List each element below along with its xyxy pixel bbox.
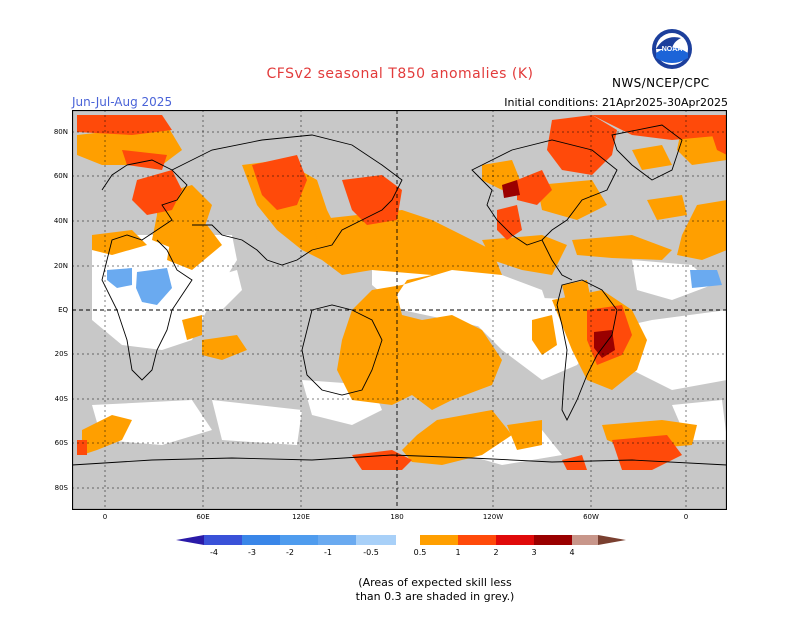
skill-note: (Areas of expected skill less than 0.3 a…	[0, 576, 800, 604]
map-frame	[72, 110, 727, 510]
colorbar-tick: 2	[493, 548, 499, 557]
skill-note-line2: than 0.3 are shaded in grey.)	[355, 590, 515, 603]
colorbar-tick: 1	[455, 548, 461, 557]
lat-label-eq: EQ	[58, 306, 68, 314]
lat-label-40n: 40N	[53, 217, 68, 225]
coastlines	[72, 124, 727, 466]
lat-label-80n: 80N	[53, 128, 68, 136]
lon-label-60e: 60E	[196, 513, 210, 521]
colorbar-bin	[572, 535, 598, 545]
season-label: Jun-Jul-Aug 2025	[72, 95, 173, 109]
colorbar	[176, 535, 626, 545]
colorbar-tick: -0.5	[363, 548, 379, 557]
warm-anomaly-regions	[77, 120, 727, 465]
colorbar-bin	[356, 535, 396, 545]
skill-note-line1: (Areas of expected skill less	[358, 576, 512, 589]
colorbar-tick: -2	[286, 548, 294, 557]
lat-label-80s: 80S	[54, 484, 68, 492]
lat-label-20n: 20N	[53, 262, 68, 270]
lon-label-0: 0	[102, 513, 108, 521]
colorbar-tick: 3	[531, 548, 537, 557]
noaa-logo: NOAA	[652, 29, 692, 69]
colorbar-bin	[318, 535, 356, 545]
colorbar-bin	[242, 535, 280, 545]
anomaly-map	[72, 110, 727, 510]
colorbar-bin	[534, 535, 572, 545]
colorbar-bin	[280, 535, 318, 545]
initial-conditions: Initial conditions: 21Apr2025-30Apr2025	[504, 96, 728, 109]
colorbar-arrow-cold	[176, 535, 204, 545]
lon-label-0-east: 0	[683, 513, 689, 521]
lon-label-120w: 120W	[482, 513, 504, 521]
graticule	[72, 110, 727, 510]
lat-label-40s: 40S	[54, 395, 68, 403]
colorbar-bin	[204, 535, 242, 545]
lat-label-20s: 20S	[54, 350, 68, 358]
colorbar-bin	[496, 535, 534, 545]
colorbar-tick: 4	[569, 548, 575, 557]
lon-label-180: 180	[390, 513, 404, 521]
lon-label-60w: 60W	[583, 513, 599, 521]
very-strong-warm-regions	[502, 180, 615, 358]
colorbar-tick: -4	[210, 548, 218, 557]
cold-anomaly-regions	[107, 268, 722, 305]
lon-label-120e: 120E	[292, 513, 310, 521]
colorbar-tick: -3	[248, 548, 256, 557]
agency-label: NWS/NCEP/CPC	[612, 76, 710, 90]
equator-dateline	[72, 110, 727, 510]
lat-label-60n: 60N	[53, 172, 68, 180]
strong-warm-regions	[77, 115, 727, 470]
colorbar-bin	[458, 535, 496, 545]
lat-label-60s: 60S	[54, 439, 68, 447]
colorbar-tick: -1	[324, 548, 332, 557]
colorbar-arrow-warm	[598, 535, 626, 545]
colorbar-bin	[396, 535, 420, 545]
colorbar-tick: 0.5	[413, 548, 427, 557]
logo-text: NOAA	[662, 46, 683, 53]
map-title: CFSv2 seasonal T850 anomalies (K)	[266, 66, 534, 82]
colorbar-bin	[420, 535, 458, 545]
